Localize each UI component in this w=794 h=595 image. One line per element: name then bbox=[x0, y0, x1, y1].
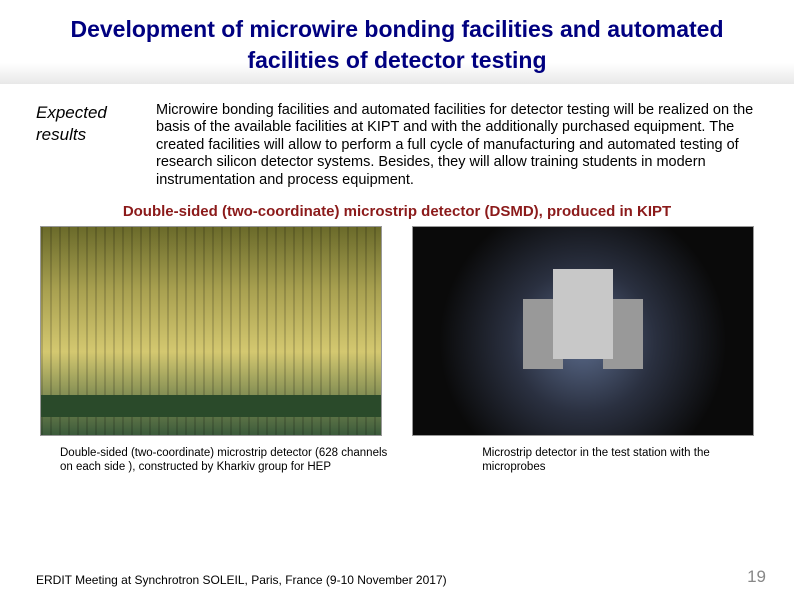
footer-text: ERDIT Meeting at Synchrotron SOLEIL, Par… bbox=[36, 573, 447, 587]
page-number: 19 bbox=[747, 567, 766, 587]
detector-photo-right bbox=[412, 226, 754, 436]
subheading: Double-sided (two-coordinate) microstrip… bbox=[0, 203, 794, 220]
section-label: Expected results bbox=[36, 102, 136, 189]
captions-row: Double-sided (two-coordinate) microstrip… bbox=[0, 436, 794, 475]
content-row: Expected results Microwire bonding facil… bbox=[0, 84, 794, 195]
detector-photo-left bbox=[40, 226, 382, 436]
slide-title: Development of microwire bonding facilit… bbox=[0, 0, 794, 84]
images-row bbox=[0, 226, 794, 436]
caption-left: Double-sided (two-coordinate) microstrip… bbox=[40, 446, 392, 475]
description-text: Microwire bonding facilities and automat… bbox=[156, 102, 758, 189]
caption-right: Microstrip detector in the test station … bbox=[432, 446, 754, 475]
